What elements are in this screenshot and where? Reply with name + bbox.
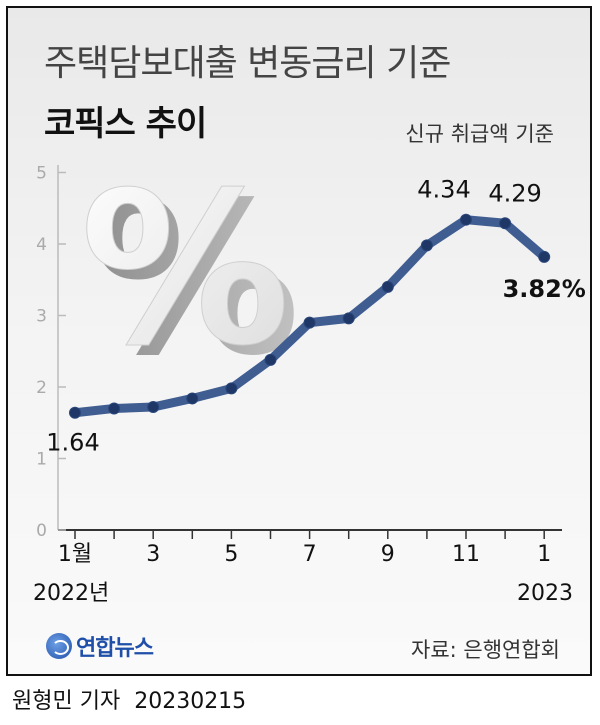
chart-title: 주택담보대출 변동금리 기준 bbox=[44, 43, 451, 84]
data-label: 3.82% bbox=[503, 275, 586, 303]
data-point bbox=[108, 402, 121, 415]
x-tick-label: 1 bbox=[537, 542, 551, 567]
data-point bbox=[225, 382, 238, 395]
x-tick-label: 7 bbox=[303, 542, 317, 567]
y-tick-label: 5 bbox=[36, 164, 47, 184]
data-label: 4.34 bbox=[417, 176, 470, 204]
yonhap-logo-icon bbox=[46, 633, 72, 659]
data-point bbox=[186, 392, 199, 405]
data-point bbox=[303, 316, 316, 329]
x-tick-label: 9 bbox=[381, 542, 395, 567]
y-tick-label: 4 bbox=[36, 235, 47, 255]
data-point bbox=[69, 406, 81, 419]
y-tick-label: 0 bbox=[36, 521, 47, 541]
data-point bbox=[538, 250, 551, 263]
x-tick-label: 11 bbox=[452, 542, 480, 567]
footer-credit: 원형민 기자 20230215 bbox=[12, 683, 246, 715]
yonhap-logo: 연합뉴스 bbox=[46, 630, 154, 662]
basis-note: 신규 취급액 기준 bbox=[405, 122, 554, 146]
chart-subtitle: 코픽스 추이 bbox=[44, 104, 207, 144]
data-label: 4.29 bbox=[488, 179, 541, 207]
data-point bbox=[147, 401, 160, 414]
year-label-start: 2022년 bbox=[33, 581, 109, 606]
data-label: 1.64 bbox=[46, 429, 99, 457]
reporter-name: 원형민 기자 bbox=[12, 689, 121, 714]
infographic-frame: 주택담보대출 변동금리 기준 코픽스 추이 신규 취급액 기준 연합뉴스 자료:… bbox=[6, 6, 592, 676]
data-point bbox=[499, 217, 512, 230]
svg-text:%: % bbox=[80, 147, 290, 392]
data-point bbox=[381, 280, 394, 293]
x-tick-label: 3 bbox=[146, 542, 160, 567]
data-point bbox=[460, 213, 472, 226]
y-tick-label: 2 bbox=[36, 378, 47, 398]
data-point bbox=[342, 312, 355, 325]
data-source: 자료: 은행연합회 bbox=[411, 638, 560, 662]
y-tick-label: 1 bbox=[36, 450, 47, 470]
y-tick-label: 3 bbox=[36, 307, 47, 327]
publish-date: 20230215 bbox=[134, 689, 247, 714]
data-point bbox=[264, 353, 277, 366]
x-tick-label: 5 bbox=[224, 542, 238, 567]
year-label-end: 2023 bbox=[517, 581, 573, 606]
x-tick-label: 1월 bbox=[58, 542, 92, 567]
data-point bbox=[420, 239, 433, 252]
logo-text: 연합뉴스 bbox=[76, 636, 154, 661]
